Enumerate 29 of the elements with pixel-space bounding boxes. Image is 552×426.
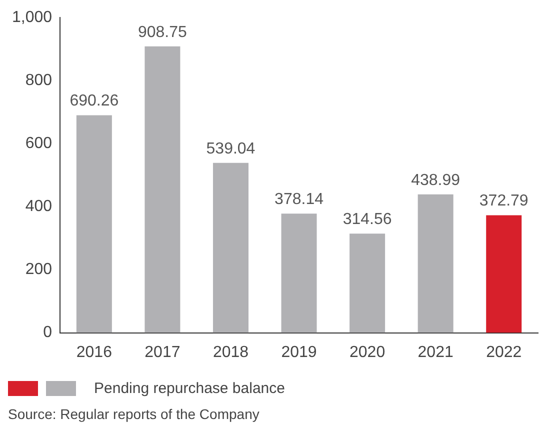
y-tick-label: 800 (25, 72, 52, 90)
data-label: 314.56 (342, 211, 392, 228)
data-label: 690.26 (70, 92, 119, 110)
y-tick-label: 0 (43, 324, 52, 342)
source-note: Source: Regular reports of the Company (8, 406, 260, 422)
x-tick-label: 2022 (486, 344, 522, 361)
x-tick-label: 2016 (76, 344, 112, 361)
bar (212, 162, 248, 333)
y-tick-label: 400 (25, 198, 52, 216)
y-tick-label: 1,000 (12, 9, 52, 26)
bar (350, 234, 386, 333)
x-tick-label: 2020 (350, 344, 386, 361)
data-label: 539.04 (206, 140, 256, 158)
bar (418, 194, 454, 333)
x-tick-label: 2019 (281, 344, 317, 361)
x-tick-label: 2018 (212, 344, 249, 361)
bar (144, 46, 180, 333)
bar (486, 215, 522, 333)
x-tick-label: 2017 (144, 344, 180, 361)
data-label: 378.14 (274, 191, 324, 208)
bar (76, 115, 112, 333)
y-tick-label: 600 (25, 135, 52, 152)
data-label: 438.99 (411, 172, 460, 189)
x-tick-label: 2021 (418, 344, 454, 361)
bar (281, 214, 317, 333)
legend-label: Pending repurchase balance (94, 380, 285, 397)
data-label: 908.75 (138, 24, 188, 41)
data-label: 372.79 (479, 192, 528, 210)
y-tick-label: 200 (25, 261, 52, 278)
